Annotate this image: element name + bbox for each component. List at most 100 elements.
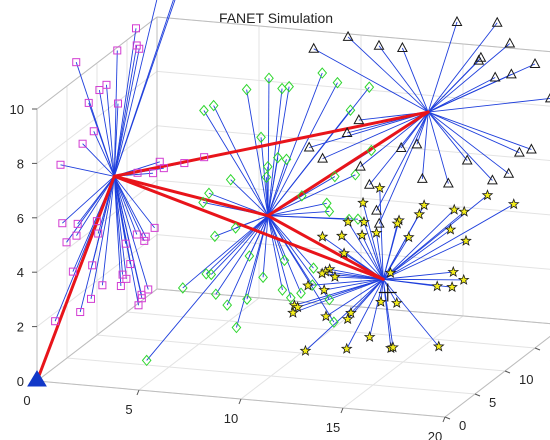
spoke-link-yellow xyxy=(383,278,464,281)
node-marker-magenta xyxy=(73,219,82,228)
y-tick-mark xyxy=(444,416,451,420)
spoke-link-yellow xyxy=(346,279,384,350)
node-marker-magenta xyxy=(132,230,141,239)
z-tick-label: 0 xyxy=(17,374,24,389)
spoke-link-yellow xyxy=(322,273,384,280)
node-marker-magenta xyxy=(98,281,107,290)
crosshair-layer xyxy=(378,283,397,302)
node-marker-black xyxy=(396,41,408,52)
spoke-link-magenta xyxy=(113,45,138,177)
spoke-link-green xyxy=(267,174,356,217)
axis-box-edge xyxy=(156,288,550,325)
spoke-link-black xyxy=(427,43,511,113)
node-marker-magenta xyxy=(135,44,144,53)
node-marker-green xyxy=(324,293,335,306)
spoke-link-magenta xyxy=(113,0,158,177)
spoke-link-green xyxy=(267,159,287,216)
node-marker-magenta xyxy=(62,238,71,247)
spoke-link-green xyxy=(267,215,283,291)
x-tick-mark xyxy=(340,407,344,414)
spoke-link-yellow xyxy=(294,278,384,306)
node-marker-black xyxy=(317,152,329,163)
node-marker-magenta xyxy=(121,239,130,248)
node-marker-yellow xyxy=(338,247,350,259)
spoke-link-magenta xyxy=(113,48,140,177)
spoke-link-magenta xyxy=(113,0,176,177)
node-marker-green xyxy=(258,271,268,284)
node-marker-yellow xyxy=(507,198,520,210)
node-marker-magenta xyxy=(133,168,142,177)
node-marker-magenta xyxy=(94,229,103,238)
node-marker-black xyxy=(373,39,385,50)
node-marker-magenta xyxy=(56,160,65,169)
spoke-link-green xyxy=(205,215,269,275)
spoke-link-yellow xyxy=(325,278,384,317)
node-marker-green xyxy=(204,187,214,200)
node-marker-green xyxy=(201,268,212,280)
z-tick-label: 4 xyxy=(17,265,24,280)
node-marker-yellow xyxy=(418,199,430,211)
spoke-link-green xyxy=(267,157,279,216)
axis-box-edge xyxy=(36,288,158,382)
node-marker-magenta xyxy=(95,86,104,95)
spoke-link-yellow xyxy=(329,268,384,280)
grid-line xyxy=(36,71,158,164)
node-marker-magenta xyxy=(137,294,146,303)
base-station-marker xyxy=(27,370,47,387)
grid-line xyxy=(66,357,476,395)
spoke-link-yellow xyxy=(292,278,384,314)
node-marker-green xyxy=(308,262,319,274)
grid-line xyxy=(156,234,550,270)
spoke-link-magenta xyxy=(113,176,143,299)
spoke-link-black xyxy=(427,57,482,113)
spoke-link-magenta xyxy=(113,0,174,177)
spoke-link-magenta xyxy=(101,176,115,286)
spoke-link-magenta xyxy=(113,176,147,237)
node-marker-yellow xyxy=(373,181,386,194)
grid-line xyxy=(126,311,536,349)
spoke-link-magenta xyxy=(62,175,115,224)
node-marker-green xyxy=(296,287,306,300)
spoke-link-yellow xyxy=(382,203,514,280)
spoke-link-black xyxy=(428,111,520,154)
spoke-link-magenta xyxy=(113,176,139,306)
spoke-link-black xyxy=(313,48,429,113)
node-marker-magenta xyxy=(113,46,122,55)
spoke-link-black xyxy=(427,111,509,175)
spoke-link-magenta xyxy=(106,84,115,177)
node-marker-black xyxy=(416,172,428,183)
spoke-link-magenta xyxy=(88,102,115,177)
base-station-layer xyxy=(27,370,47,387)
node-marker-yellow xyxy=(375,295,387,307)
spoke-link-black xyxy=(378,111,429,224)
spoke-link-green xyxy=(267,215,292,298)
backbone-link xyxy=(266,214,385,281)
node-marker-yellow xyxy=(457,273,470,285)
x-tick-mark xyxy=(238,398,242,405)
spoke-link-black xyxy=(427,111,449,184)
node-marker-yellow xyxy=(363,330,376,343)
node-marker-black xyxy=(475,51,487,62)
spoke-link-magenta xyxy=(93,131,115,177)
node-marker-green xyxy=(198,196,208,209)
node-marker-magenta xyxy=(150,223,159,232)
grid-line xyxy=(36,234,158,327)
spoke-link-green xyxy=(262,215,269,278)
node-marker-black xyxy=(451,15,463,26)
node-marker-yellow xyxy=(387,341,399,353)
grid-line xyxy=(444,335,550,418)
z-tick-label: 2 xyxy=(17,320,24,335)
spoke-link-green xyxy=(267,211,330,217)
node-marker-magenta xyxy=(180,159,189,168)
node-marker-black xyxy=(303,141,315,152)
grid-line xyxy=(156,125,550,161)
spoke-link-black xyxy=(421,112,429,179)
y-tick-mark xyxy=(504,370,511,374)
spoke-link-black xyxy=(427,111,493,181)
spoke-link-magenta xyxy=(76,176,115,236)
node-marker-black xyxy=(371,204,382,215)
node-marker-green xyxy=(321,197,332,210)
spoke-link-magenta xyxy=(113,176,149,290)
node-marker-green xyxy=(222,299,233,311)
node-marker-black xyxy=(373,217,385,228)
